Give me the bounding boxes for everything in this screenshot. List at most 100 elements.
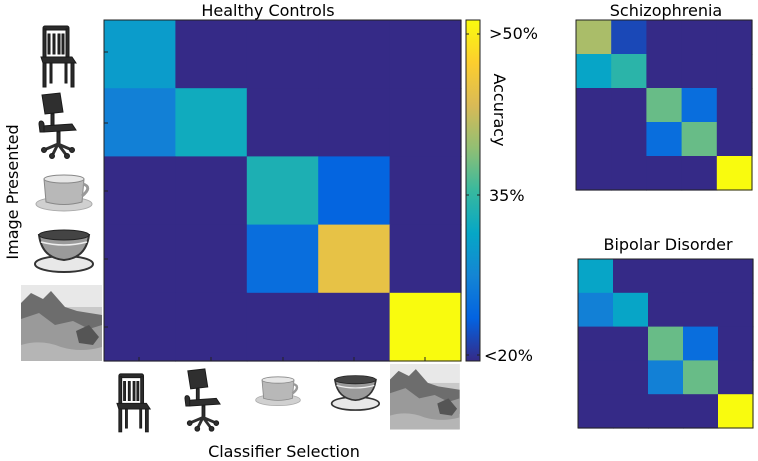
hc-cell-r4-c1: [175, 292, 248, 362]
coastal-scene-icon: [21, 285, 102, 361]
sz-title: Schizophrenia: [610, 1, 722, 20]
hc-cell-r0-c4: [389, 20, 462, 89]
bd-cell-r0-c4: [718, 259, 754, 294]
y-axis-label: Image Presented: [3, 124, 22, 259]
sz-cell-r4-c0: [576, 156, 612, 191]
dining-chair-icon: [40, 25, 77, 88]
hc-cell-r0-c0: [104, 20, 176, 89]
bd-cell-r2-c0: [578, 326, 614, 361]
hc-cell-r0-c3: [318, 20, 391, 89]
sz-cell-r2-c4: [716, 88, 753, 123]
hc-cell-r1-c4: [389, 88, 462, 157]
hc-cell-r1-c2: [246, 88, 319, 157]
x-axis-label: Classifier Selection: [208, 442, 360, 461]
bd-cell-r3-c0: [578, 360, 614, 395]
hc-cell-r4-c2: [246, 292, 319, 362]
bd-cell-r4-c3: [683, 394, 719, 429]
sz-cell-r0-c2: [646, 20, 683, 55]
hc-cell-r3-c1: [175, 224, 248, 294]
bd-title: Bipolar Disorder: [603, 235, 732, 254]
teacup-icon: [330, 375, 381, 411]
hc-cell-r2-c2: [246, 156, 319, 226]
mug-icon: [35, 174, 93, 212]
colorbar-tick-label-low: <20%: [484, 346, 533, 365]
hc-cell-r3-c2: [246, 224, 319, 294]
hc-cell-r3-c0: [104, 224, 176, 294]
bd-cell-r3-c1: [613, 360, 649, 395]
hc-cell-r4-c3: [318, 292, 391, 362]
bd-cell-r3-c2: [648, 360, 684, 395]
bd-cell-r0-c1: [613, 259, 649, 294]
sz-cell-r4-c4: [716, 156, 753, 191]
hc-cell-r4-c4: [389, 292, 462, 362]
sz-cell-r0-c3: [681, 20, 718, 55]
sz-cell-r1-c2: [646, 54, 683, 89]
hc-cell-r2-c1: [175, 156, 248, 226]
bd-cell-r2-c3: [683, 326, 719, 361]
bd-cell-r4-c1: [613, 394, 649, 429]
sz-cell-r0-c1: [611, 20, 647, 55]
sz-cell-r2-c2: [646, 88, 683, 123]
heatmap-schizophrenia: [576, 20, 753, 191]
sz-cell-r4-c3: [681, 156, 718, 191]
office-chair-icon: [38, 92, 77, 159]
bd-cell-r3-c3: [683, 360, 719, 395]
sz-cell-r0-c4: [716, 20, 753, 55]
sz-cell-r3-c3: [681, 122, 718, 157]
bd-cell-r2-c4: [718, 326, 754, 361]
colorbar: [465, 19, 481, 362]
heatmap-healthy-controls: [104, 20, 462, 362]
colorbar-ticks: [466, 33, 480, 356]
bd-cell-r4-c2: [648, 394, 684, 429]
colorbar-tick-label-mid: 35%: [489, 186, 525, 205]
hc-cell-r2-c3: [318, 156, 391, 226]
mug-icon: [255, 376, 301, 407]
sz-cell-r4-c2: [646, 156, 683, 191]
sz-cell-r0-c0: [576, 20, 612, 55]
colorbar-label: Accuracy: [490, 73, 509, 146]
bd-frame: [577, 258, 754, 429]
bd-cell-r1-c4: [718, 292, 754, 328]
hc-cell-r4-c0: [104, 292, 176, 362]
sz-cell-r3-c1: [611, 122, 647, 157]
hc-cell-r1-c1: [175, 88, 248, 157]
bd-cell-r3-c4: [718, 360, 754, 395]
bd-cell-r4-c0: [578, 394, 614, 429]
hc-tick-marks: [104, 51, 426, 361]
sz-cell-r1-c1: [611, 54, 647, 89]
sz-cell-r1-c3: [681, 54, 718, 89]
hc-cell-r2-c4: [389, 156, 462, 226]
heatmap-bipolar-disorder: [578, 259, 754, 429]
hc-cell-r0-c2: [246, 20, 319, 89]
bd-cell-r4-c4: [718, 394, 754, 429]
sz-cell-r3-c4: [716, 122, 753, 157]
hc-cell-r2-c0: [104, 156, 176, 226]
hc-title: Healthy Controls: [201, 1, 334, 20]
bd-cell-r2-c2: [648, 326, 684, 361]
sz-cell-r2-c1: [611, 88, 647, 123]
hc-cell-r3-c3: [318, 224, 391, 294]
hc-cell-r1-c0: [104, 88, 176, 157]
hc-cell-r1-c3: [318, 88, 391, 157]
sz-cell-r1-c0: [576, 54, 612, 89]
sz-frame: [575, 19, 753, 191]
sz-cell-r2-c3: [681, 88, 718, 123]
hc-cell-r3-c4: [389, 224, 462, 294]
sz-cell-r1-c4: [716, 54, 753, 89]
bd-cell-r1-c2: [648, 292, 684, 328]
sz-cell-r4-c1: [611, 156, 647, 191]
sz-cell-r3-c2: [646, 122, 683, 157]
office-chair-icon: [184, 368, 221, 432]
bd-cell-r1-c0: [578, 292, 614, 328]
hc-cell-r0-c1: [175, 20, 248, 89]
bd-cell-r2-c1: [613, 326, 649, 361]
bd-cell-r0-c0: [578, 259, 614, 294]
dining-chair-icon: [116, 373, 152, 433]
sz-cell-r2-c0: [576, 88, 612, 123]
bd-cell-r1-c3: [683, 292, 719, 328]
bd-cell-r1-c1: [613, 292, 649, 328]
colorbar-tick-label-high: >50%: [489, 24, 538, 43]
coastal-scene-icon: [390, 364, 460, 430]
sz-cell-r3-c0: [576, 122, 612, 157]
